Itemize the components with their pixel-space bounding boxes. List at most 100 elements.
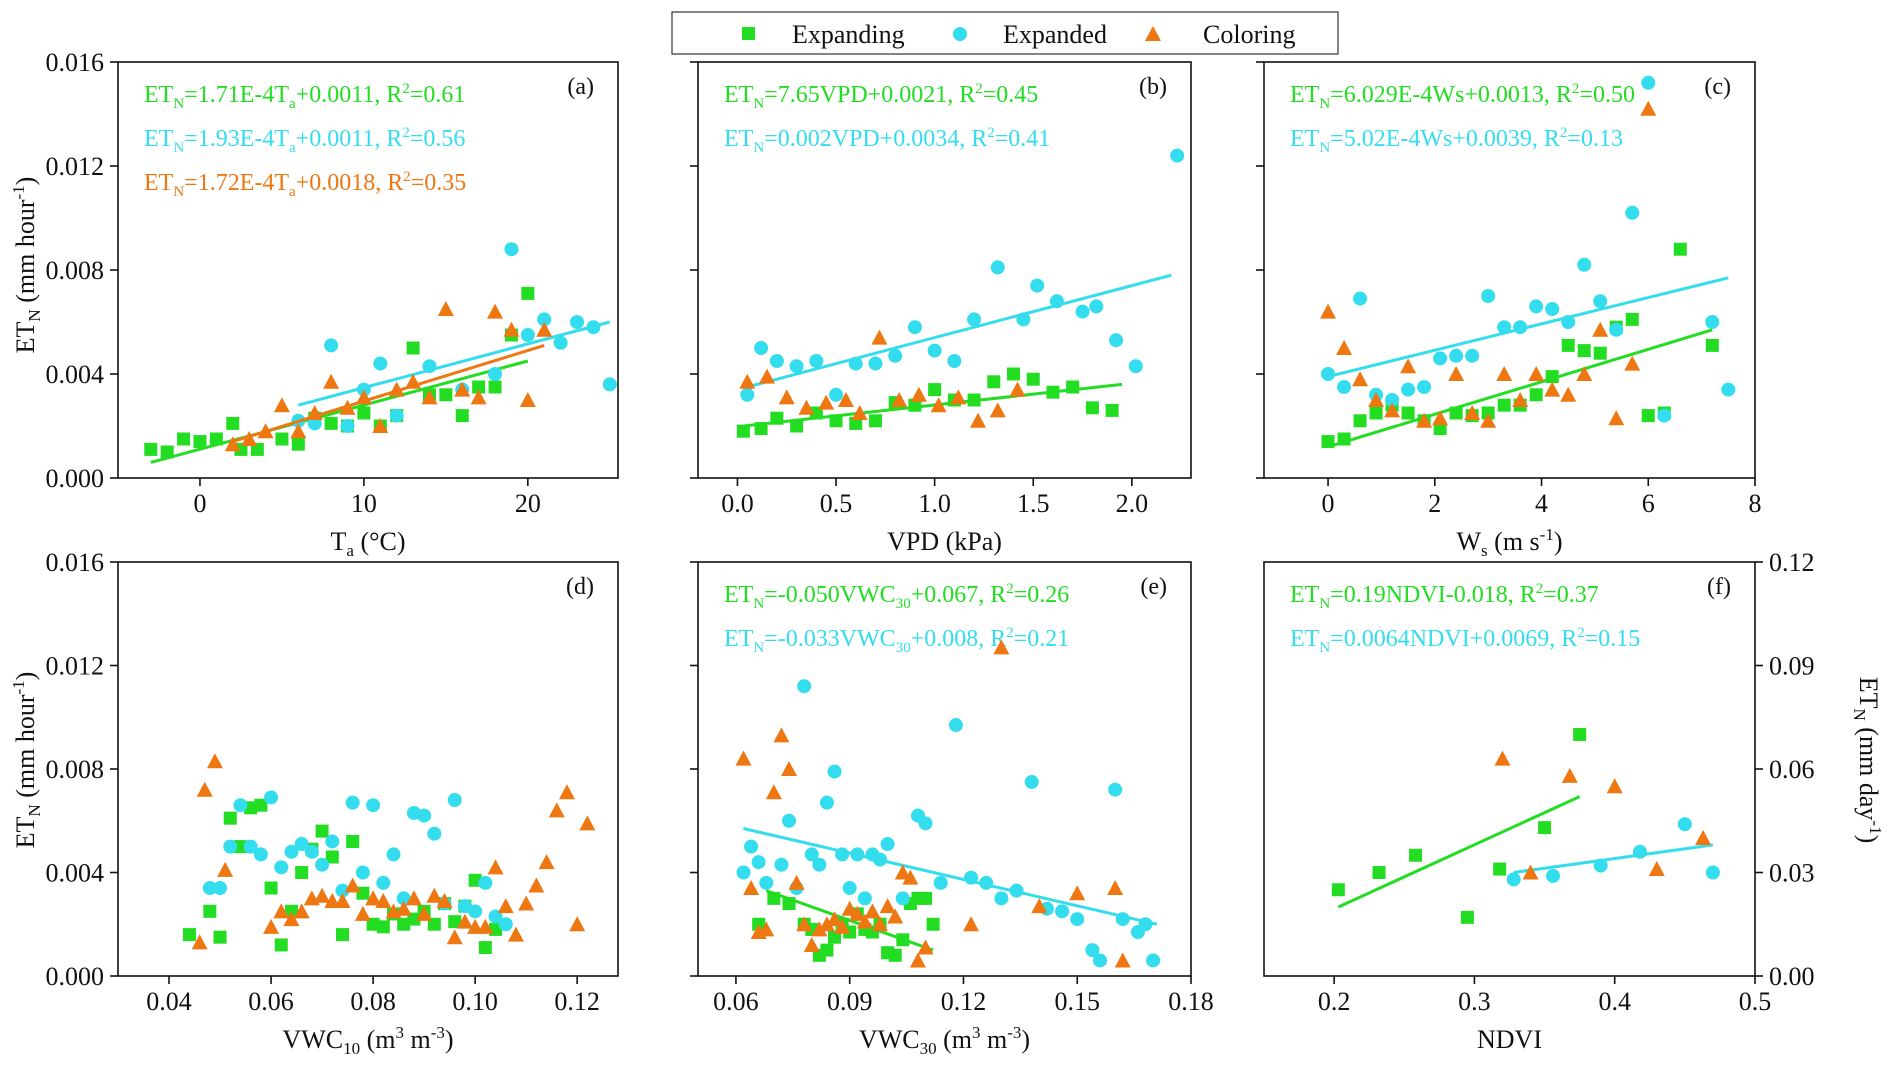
point-expanding (254, 798, 268, 812)
point-expanded (918, 816, 933, 831)
point-expanded (927, 343, 942, 358)
point-expanded (1070, 912, 1085, 927)
legend-marker-expanding (742, 27, 755, 40)
x-tick-label: 0.15 (1054, 987, 1100, 1016)
point-coloring (781, 761, 798, 776)
point-coloring (841, 900, 858, 916)
point-coloring (503, 321, 520, 337)
point-coloring (1606, 778, 1623, 794)
point-coloring (798, 399, 815, 415)
point-expanded (1677, 817, 1692, 832)
point-coloring (217, 861, 234, 877)
x-tick-label: 0.06 (713, 987, 759, 1016)
point-coloring (454, 381, 471, 397)
point-expanding (275, 432, 289, 446)
point-expanded (857, 891, 872, 906)
point-coloring (758, 921, 775, 937)
point-expanded (829, 387, 844, 402)
point-expanded (1721, 382, 1736, 397)
point-expanding (1372, 866, 1386, 879)
point-coloring (834, 918, 851, 934)
point-expanding (849, 416, 863, 430)
x-tick-label: 0.09 (827, 987, 873, 1016)
point-coloring (773, 727, 790, 743)
panel-a: 0 10 20 0.000 0.004 0.008 0.012 0.016 Ta​ (°C) (a… (46, 48, 619, 560)
point-expanded (376, 875, 391, 890)
point-expanded (498, 917, 513, 932)
point-expanded (284, 844, 299, 859)
point-coloring (426, 887, 443, 903)
point-coloring (796, 916, 813, 932)
point-expanding (488, 380, 502, 394)
point-expanded (1705, 865, 1720, 880)
point-expanding (1433, 422, 1447, 436)
point-expanded (294, 837, 309, 852)
point-coloring (487, 859, 504, 875)
point-expanding (1369, 406, 1383, 420)
point-coloring (1009, 381, 1026, 397)
panel-label: (e) (1140, 574, 1167, 600)
point-coloring (1528, 366, 1545, 381)
point-expanded (335, 883, 350, 898)
point-expanded (345, 795, 360, 810)
point-expanding (325, 850, 339, 864)
x-tick-label: 6 (1642, 489, 1655, 518)
point-expanded (1577, 257, 1592, 272)
point-coloring (1648, 861, 1665, 877)
point-coloring (826, 911, 843, 927)
point-expanding (1353, 414, 1367, 428)
plot-frame (1263, 61, 1756, 479)
x-tick-label: 0.06 (248, 987, 294, 1016)
fit-line-expanding (1337, 795, 1581, 909)
point-coloring (963, 916, 980, 932)
panel-label: (b) (1139, 74, 1167, 100)
y-tick-label: 0.016 (46, 48, 105, 77)
x-tick-label: 0.4 (1598, 987, 1631, 1016)
regression-equation: ETN​=6.029E-4Ws+0.0013, R2​=0.50 (1290, 81, 1635, 112)
point-coloring (470, 389, 487, 405)
panel-label: (f) (1707, 574, 1731, 600)
panel-f: 0.2 0.3 0.4 0.50.00 0.03 0.06 0.09 0.12 NDVI (f) E… (1263, 548, 1815, 1054)
point-coloring (1031, 898, 1048, 914)
point-coloring (273, 397, 290, 413)
plot-frame (117, 561, 619, 977)
point-expanding (366, 917, 380, 931)
point-expanded (1506, 872, 1521, 887)
point-expanding (274, 938, 288, 952)
point-expanding (1497, 398, 1511, 412)
point-coloring (1448, 366, 1465, 381)
x-tick-label: 0.10 (452, 987, 498, 1016)
point-expanding (1085, 401, 1099, 415)
x-tick-label: 0.5 (820, 489, 853, 518)
x-axis-label: VWC10​ (m3​ m-3​) (282, 1023, 453, 1058)
fit-line-expanded (1513, 843, 1714, 874)
y-tick-label: 0.008 (46, 755, 105, 784)
x-axis-label: Ta​ (°C) (331, 527, 406, 560)
point-expanded (1545, 302, 1560, 316)
fit-line-expanded (746, 273, 1172, 389)
point-expanding (1593, 346, 1607, 360)
point-expanding (1529, 388, 1543, 402)
point-expanding (928, 383, 942, 397)
point-coloring (1336, 340, 1353, 355)
point-coloring (910, 386, 927, 402)
point-expanding (888, 948, 902, 962)
point-expanding (868, 414, 882, 428)
point-coloring (344, 877, 361, 893)
point-coloring (818, 916, 835, 932)
point-coloring (416, 905, 433, 921)
x-axis-label: NDVI (1477, 1025, 1542, 1054)
point-expanded (504, 242, 519, 257)
x-tick-label: 0.12 (554, 987, 600, 1016)
point-expanded (948, 718, 963, 733)
point-expanded (274, 860, 289, 875)
point-expanding (406, 341, 420, 355)
point-coloring (536, 321, 553, 337)
point-expanding (203, 904, 217, 918)
point-expanded (751, 855, 766, 870)
y-tick-label: 0.004 (46, 859, 105, 888)
point-expanded (1128, 359, 1143, 374)
y-tick-label: 0.016 (46, 548, 105, 577)
point-coloring (477, 918, 494, 934)
point-coloring (1107, 880, 1124, 896)
